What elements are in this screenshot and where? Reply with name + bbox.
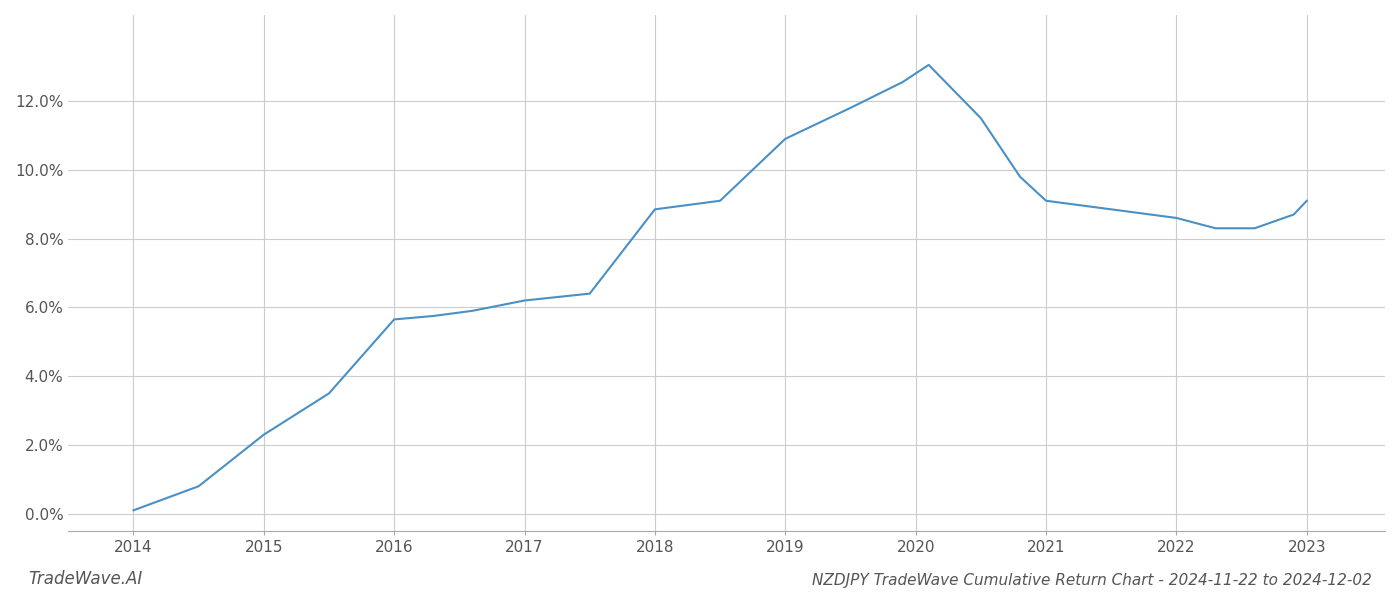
- Text: TradeWave.AI: TradeWave.AI: [28, 570, 143, 588]
- Text: NZDJPY TradeWave Cumulative Return Chart - 2024-11-22 to 2024-12-02: NZDJPY TradeWave Cumulative Return Chart…: [812, 573, 1372, 588]
